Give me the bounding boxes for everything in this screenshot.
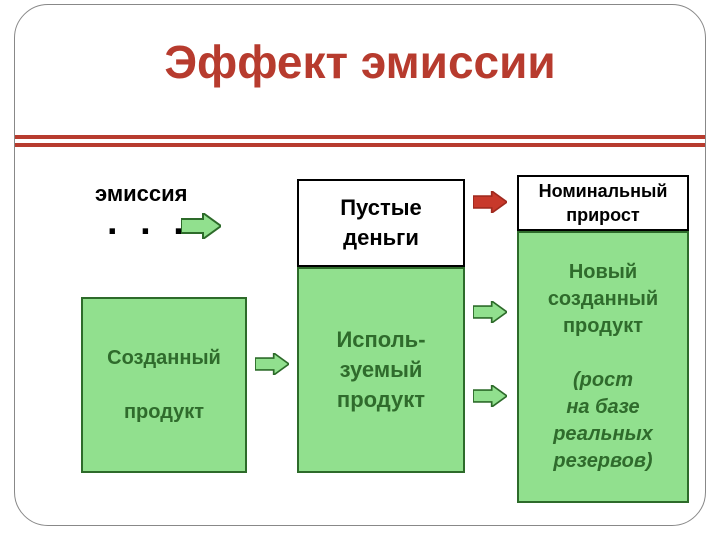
box-line: (рост xyxy=(573,367,633,394)
box-line: реальных xyxy=(553,421,653,448)
box-line: зуемый xyxy=(340,355,423,385)
box-line: Номинальный xyxy=(539,179,668,203)
box-line: продукт xyxy=(563,313,643,340)
box-line: Исполь- xyxy=(336,325,425,355)
box-line: на базе xyxy=(566,394,639,421)
slide-title: Эффект эмиссии xyxy=(15,35,705,89)
arrow-used-to-new xyxy=(473,301,507,323)
box-used-product: Исполь-зуемыйпродукт xyxy=(297,267,465,473)
box-line xyxy=(161,372,167,399)
box-line: деньги xyxy=(343,223,419,253)
box-line: прирост xyxy=(566,203,640,227)
divider xyxy=(15,135,705,147)
arrow-empty-to-nominal xyxy=(473,191,507,213)
box-line: продукт xyxy=(124,399,204,426)
emission-dots: . . . xyxy=(107,201,190,244)
box-line xyxy=(600,340,606,367)
box-line: Новый xyxy=(569,259,637,286)
box-line: Созданный xyxy=(107,345,221,372)
box-line: резервов) xyxy=(553,448,652,475)
slide-frame: Эффект эмиссии эмиссия . . . Созданный п… xyxy=(14,4,706,526)
box-line: продукт xyxy=(337,385,425,415)
arrow-created-to-used xyxy=(255,353,289,375)
box-nominal-growth: Номинальныйприрост xyxy=(517,175,689,231)
box-line: созданный xyxy=(548,286,658,313)
arrow-emission-to-empty xyxy=(181,213,221,239)
box-empty-money: Пустыеденьги xyxy=(297,179,465,267)
box-created-product: Созданный продукт xyxy=(81,297,247,473)
box-line: Пустые xyxy=(340,193,422,223)
arrow-used-to-new-2 xyxy=(473,385,507,407)
box-new-product: Новыйсозданныйпродукт (ростна базереальн… xyxy=(517,231,689,503)
